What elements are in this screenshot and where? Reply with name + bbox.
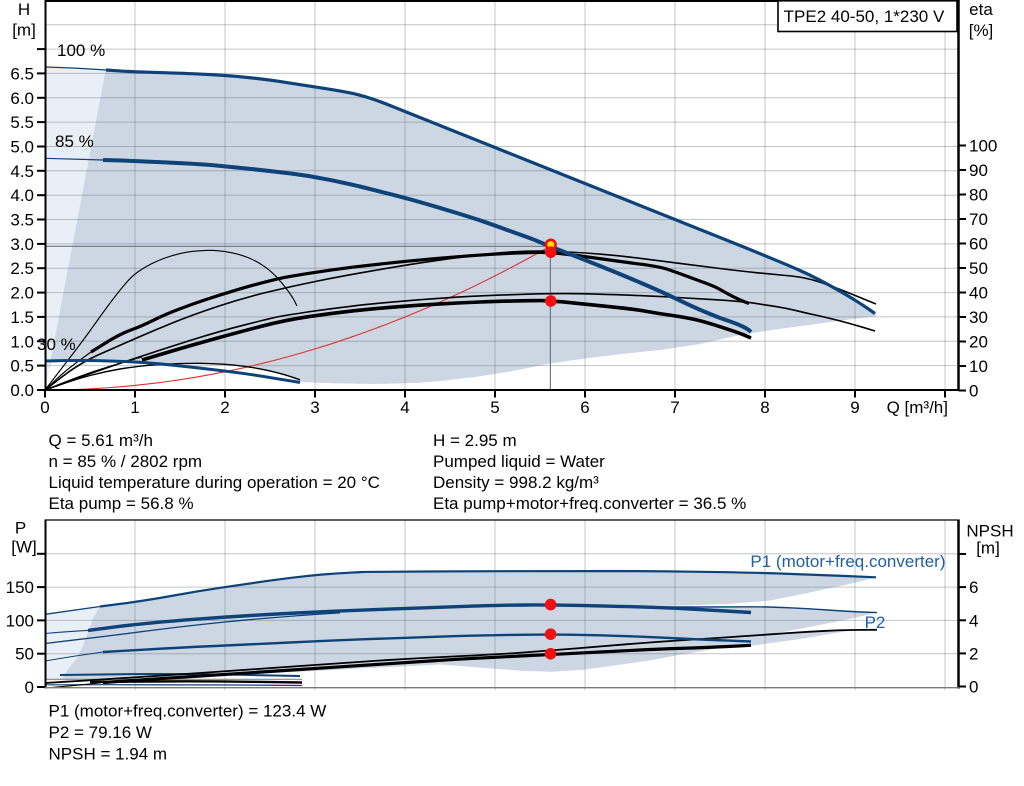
svg-text:n = 85 % / 2802 rpm: n = 85 % / 2802 rpm <box>49 452 203 471</box>
svg-text:2: 2 <box>220 398 229 417</box>
svg-text:Eta pump+motor+freq.converter: Eta pump+motor+freq.converter = 36.5 % <box>433 494 746 513</box>
svg-text:6: 6 <box>969 578 978 597</box>
svg-text:2: 2 <box>969 644 978 663</box>
svg-text:P: P <box>15 519 26 538</box>
svg-text:50: 50 <box>15 645 34 664</box>
svg-text:[W]: [W] <box>11 538 37 557</box>
svg-text:4: 4 <box>969 611 978 630</box>
svg-text:Eta pump = 56.8 %: Eta pump = 56.8 % <box>49 494 194 513</box>
svg-text:P1 (motor+freq.converter): P1 (motor+freq.converter) <box>750 552 945 571</box>
svg-text:4.0: 4.0 <box>10 186 34 205</box>
svg-text:20: 20 <box>969 333 988 352</box>
svg-text:P2: P2 <box>865 613 886 632</box>
svg-text:Q [m³/h]: Q [m³/h] <box>887 398 948 417</box>
svg-text:eta: eta <box>969 0 993 19</box>
svg-text:Q = 5.61 m³/h: Q = 5.61 m³/h <box>49 431 153 450</box>
svg-text:Pumped liquid = Water: Pumped liquid = Water <box>433 452 605 471</box>
svg-text:TPE2 40-50, 1*230 V: TPE2 40-50, 1*230 V <box>784 7 945 26</box>
svg-text:4.5: 4.5 <box>10 162 34 181</box>
svg-text:3.0: 3.0 <box>10 235 34 254</box>
svg-text:3.5: 3.5 <box>10 211 34 230</box>
svg-text:100: 100 <box>969 137 997 156</box>
svg-text:50: 50 <box>969 259 988 278</box>
svg-text:90: 90 <box>969 161 988 180</box>
svg-text:5.5: 5.5 <box>10 113 34 132</box>
svg-text:2.5: 2.5 <box>10 259 34 278</box>
svg-text:6.5: 6.5 <box>10 64 34 83</box>
svg-text:1.5: 1.5 <box>10 308 34 327</box>
svg-text:30: 30 <box>969 308 988 327</box>
svg-text:4: 4 <box>400 398 409 417</box>
svg-text:0.0: 0.0 <box>10 381 34 400</box>
svg-text:100 %: 100 % <box>57 41 105 60</box>
svg-text:0: 0 <box>25 678 34 697</box>
svg-text:1: 1 <box>130 398 139 417</box>
svg-text:NPSH = 1.94 m: NPSH = 1.94 m <box>49 745 168 764</box>
svg-text:5: 5 <box>490 398 499 417</box>
svg-text:60: 60 <box>969 235 988 254</box>
svg-text:70: 70 <box>969 210 988 229</box>
svg-text:100: 100 <box>6 611 34 630</box>
svg-text:P1 (motor+freq.converter) = 12: P1 (motor+freq.converter) = 123.4 W <box>49 702 327 721</box>
svg-text:150: 150 <box>6 578 34 597</box>
svg-text:5.0: 5.0 <box>10 138 34 157</box>
svg-text:[m]: [m] <box>976 539 1000 558</box>
svg-text:[m]: [m] <box>12 21 36 40</box>
svg-text:0: 0 <box>969 382 978 401</box>
svg-text:0: 0 <box>40 398 49 417</box>
svg-text:NPSH: NPSH <box>966 522 1013 541</box>
svg-text:Liquid temperature during oper: Liquid temperature during operation = 20… <box>49 473 380 492</box>
svg-text:H: H <box>18 0 30 19</box>
svg-text:[%]: [%] <box>969 21 994 40</box>
svg-text:10: 10 <box>969 357 988 376</box>
svg-text:80: 80 <box>969 186 988 205</box>
svg-text:7: 7 <box>670 398 679 417</box>
svg-text:P2 = 79.16 W: P2 = 79.16 W <box>49 723 152 742</box>
svg-text:85 %: 85 % <box>55 132 94 151</box>
svg-text:40: 40 <box>969 284 988 303</box>
svg-text:30 %: 30 % <box>37 335 76 354</box>
svg-text:6: 6 <box>580 398 589 417</box>
svg-text:0: 0 <box>969 678 978 697</box>
svg-text:0.5: 0.5 <box>10 357 34 376</box>
svg-text:3: 3 <box>310 398 319 417</box>
svg-text:1.0: 1.0 <box>10 332 34 351</box>
svg-text:Density = 998.2 kg/m³: Density = 998.2 kg/m³ <box>433 473 599 492</box>
svg-text:H = 2.95 m: H = 2.95 m <box>433 431 517 450</box>
svg-text:8: 8 <box>760 398 769 417</box>
svg-text:2.0: 2.0 <box>10 284 34 303</box>
svg-text:6.0: 6.0 <box>10 89 34 108</box>
svg-text:9: 9 <box>850 398 859 417</box>
